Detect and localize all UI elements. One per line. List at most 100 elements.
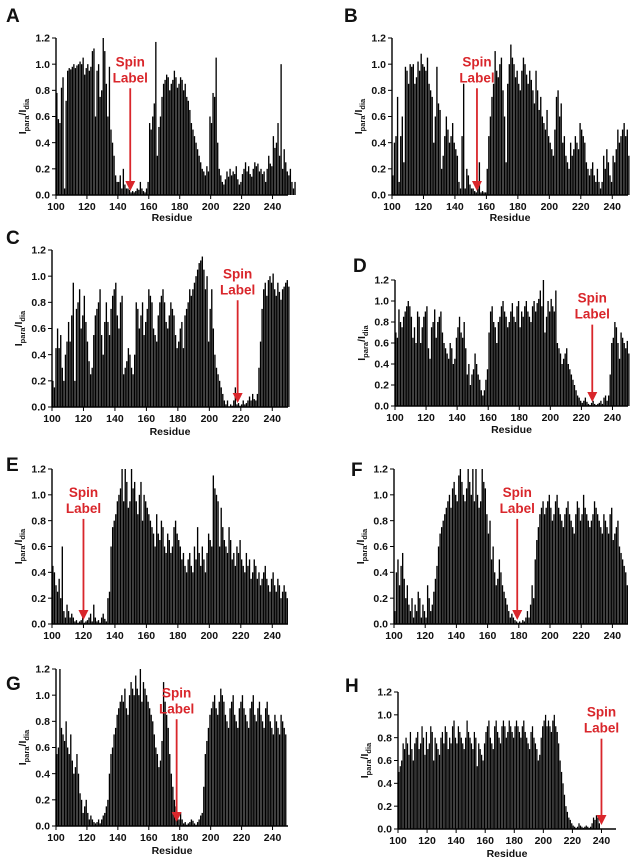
bar (96, 621, 98, 624)
bar (477, 188, 479, 195)
bar (61, 367, 63, 407)
bar (536, 749, 538, 829)
bar (173, 315, 175, 407)
bar (170, 83, 172, 195)
bar (435, 337, 437, 406)
bar (207, 533, 210, 624)
bar (280, 64, 282, 195)
bar (147, 181, 149, 195)
bar (128, 695, 131, 826)
annotation-line1: Spin (462, 54, 491, 69)
bar (251, 176, 253, 195)
bar (598, 402, 601, 406)
bar (142, 682, 145, 826)
bar (229, 540, 232, 624)
y-axis-title: Ipara/Idia (353, 98, 367, 134)
bar (256, 578, 259, 624)
bar (555, 96, 558, 196)
bar (286, 171, 288, 195)
bar (524, 64, 526, 195)
bar (154, 335, 156, 407)
bar (609, 175, 611, 196)
bar (485, 731, 487, 829)
bar (466, 720, 468, 829)
bar (145, 188, 148, 195)
bar (401, 760, 403, 829)
bar (235, 721, 237, 826)
bar (519, 327, 521, 406)
bar (596, 168, 599, 195)
bar (498, 737, 500, 829)
x-tick-label: 160 (140, 201, 158, 213)
bar (440, 737, 442, 829)
bar (227, 176, 230, 195)
bar (72, 617, 74, 624)
bar (96, 70, 98, 195)
bar (224, 179, 227, 195)
bar (447, 129, 449, 195)
bar (141, 701, 143, 826)
annotation-arrow-head (596, 815, 607, 825)
bar (229, 708, 231, 826)
bar (264, 708, 267, 826)
bar (62, 734, 64, 826)
bar (581, 826, 583, 829)
bar (621, 559, 624, 624)
bar (94, 315, 97, 407)
bar (625, 348, 627, 406)
bar (456, 501, 458, 624)
bar (126, 481, 128, 624)
bar (548, 311, 551, 406)
bar (60, 598, 62, 624)
bar (89, 374, 92, 407)
bar (512, 737, 515, 829)
bar (226, 552, 229, 624)
bar (471, 374, 473, 406)
bar (405, 598, 407, 624)
bar (220, 387, 222, 408)
bar (172, 79, 174, 195)
y-tick-label: 0.4 (373, 567, 388, 579)
annotation-line2: Label (575, 307, 610, 322)
bar (272, 734, 275, 826)
bar (164, 701, 166, 826)
bar (492, 749, 494, 829)
bar (77, 302, 79, 407)
bar (275, 591, 277, 624)
x-tick-label: 240 (604, 412, 622, 424)
bar (231, 559, 233, 624)
bar (80, 620, 82, 625)
bar (507, 327, 509, 406)
bar (104, 321, 106, 407)
bar (128, 189, 131, 195)
bar (138, 695, 140, 826)
bar (64, 354, 67, 407)
bar (121, 695, 123, 826)
bar (162, 527, 164, 625)
bar (420, 617, 423, 624)
bar (587, 826, 589, 829)
bar (294, 181, 296, 195)
x-axis-title: Residue (152, 212, 193, 224)
bar (97, 64, 100, 195)
y-axis-title-subscript: para (361, 341, 370, 358)
bar (441, 731, 444, 829)
bar (114, 727, 117, 827)
bar (467, 731, 470, 829)
bar (552, 306, 554, 406)
bar (243, 708, 245, 826)
bar (510, 311, 512, 406)
bar (460, 332, 462, 406)
bar (203, 269, 205, 408)
bar (115, 514, 117, 624)
bar (244, 404, 246, 407)
bar (184, 565, 186, 625)
bar (508, 64, 510, 195)
bar (463, 322, 465, 406)
bar (573, 149, 575, 195)
bar (505, 316, 507, 406)
bar (246, 171, 248, 195)
bar (181, 559, 183, 624)
bar (210, 123, 213, 195)
bar (278, 585, 281, 624)
